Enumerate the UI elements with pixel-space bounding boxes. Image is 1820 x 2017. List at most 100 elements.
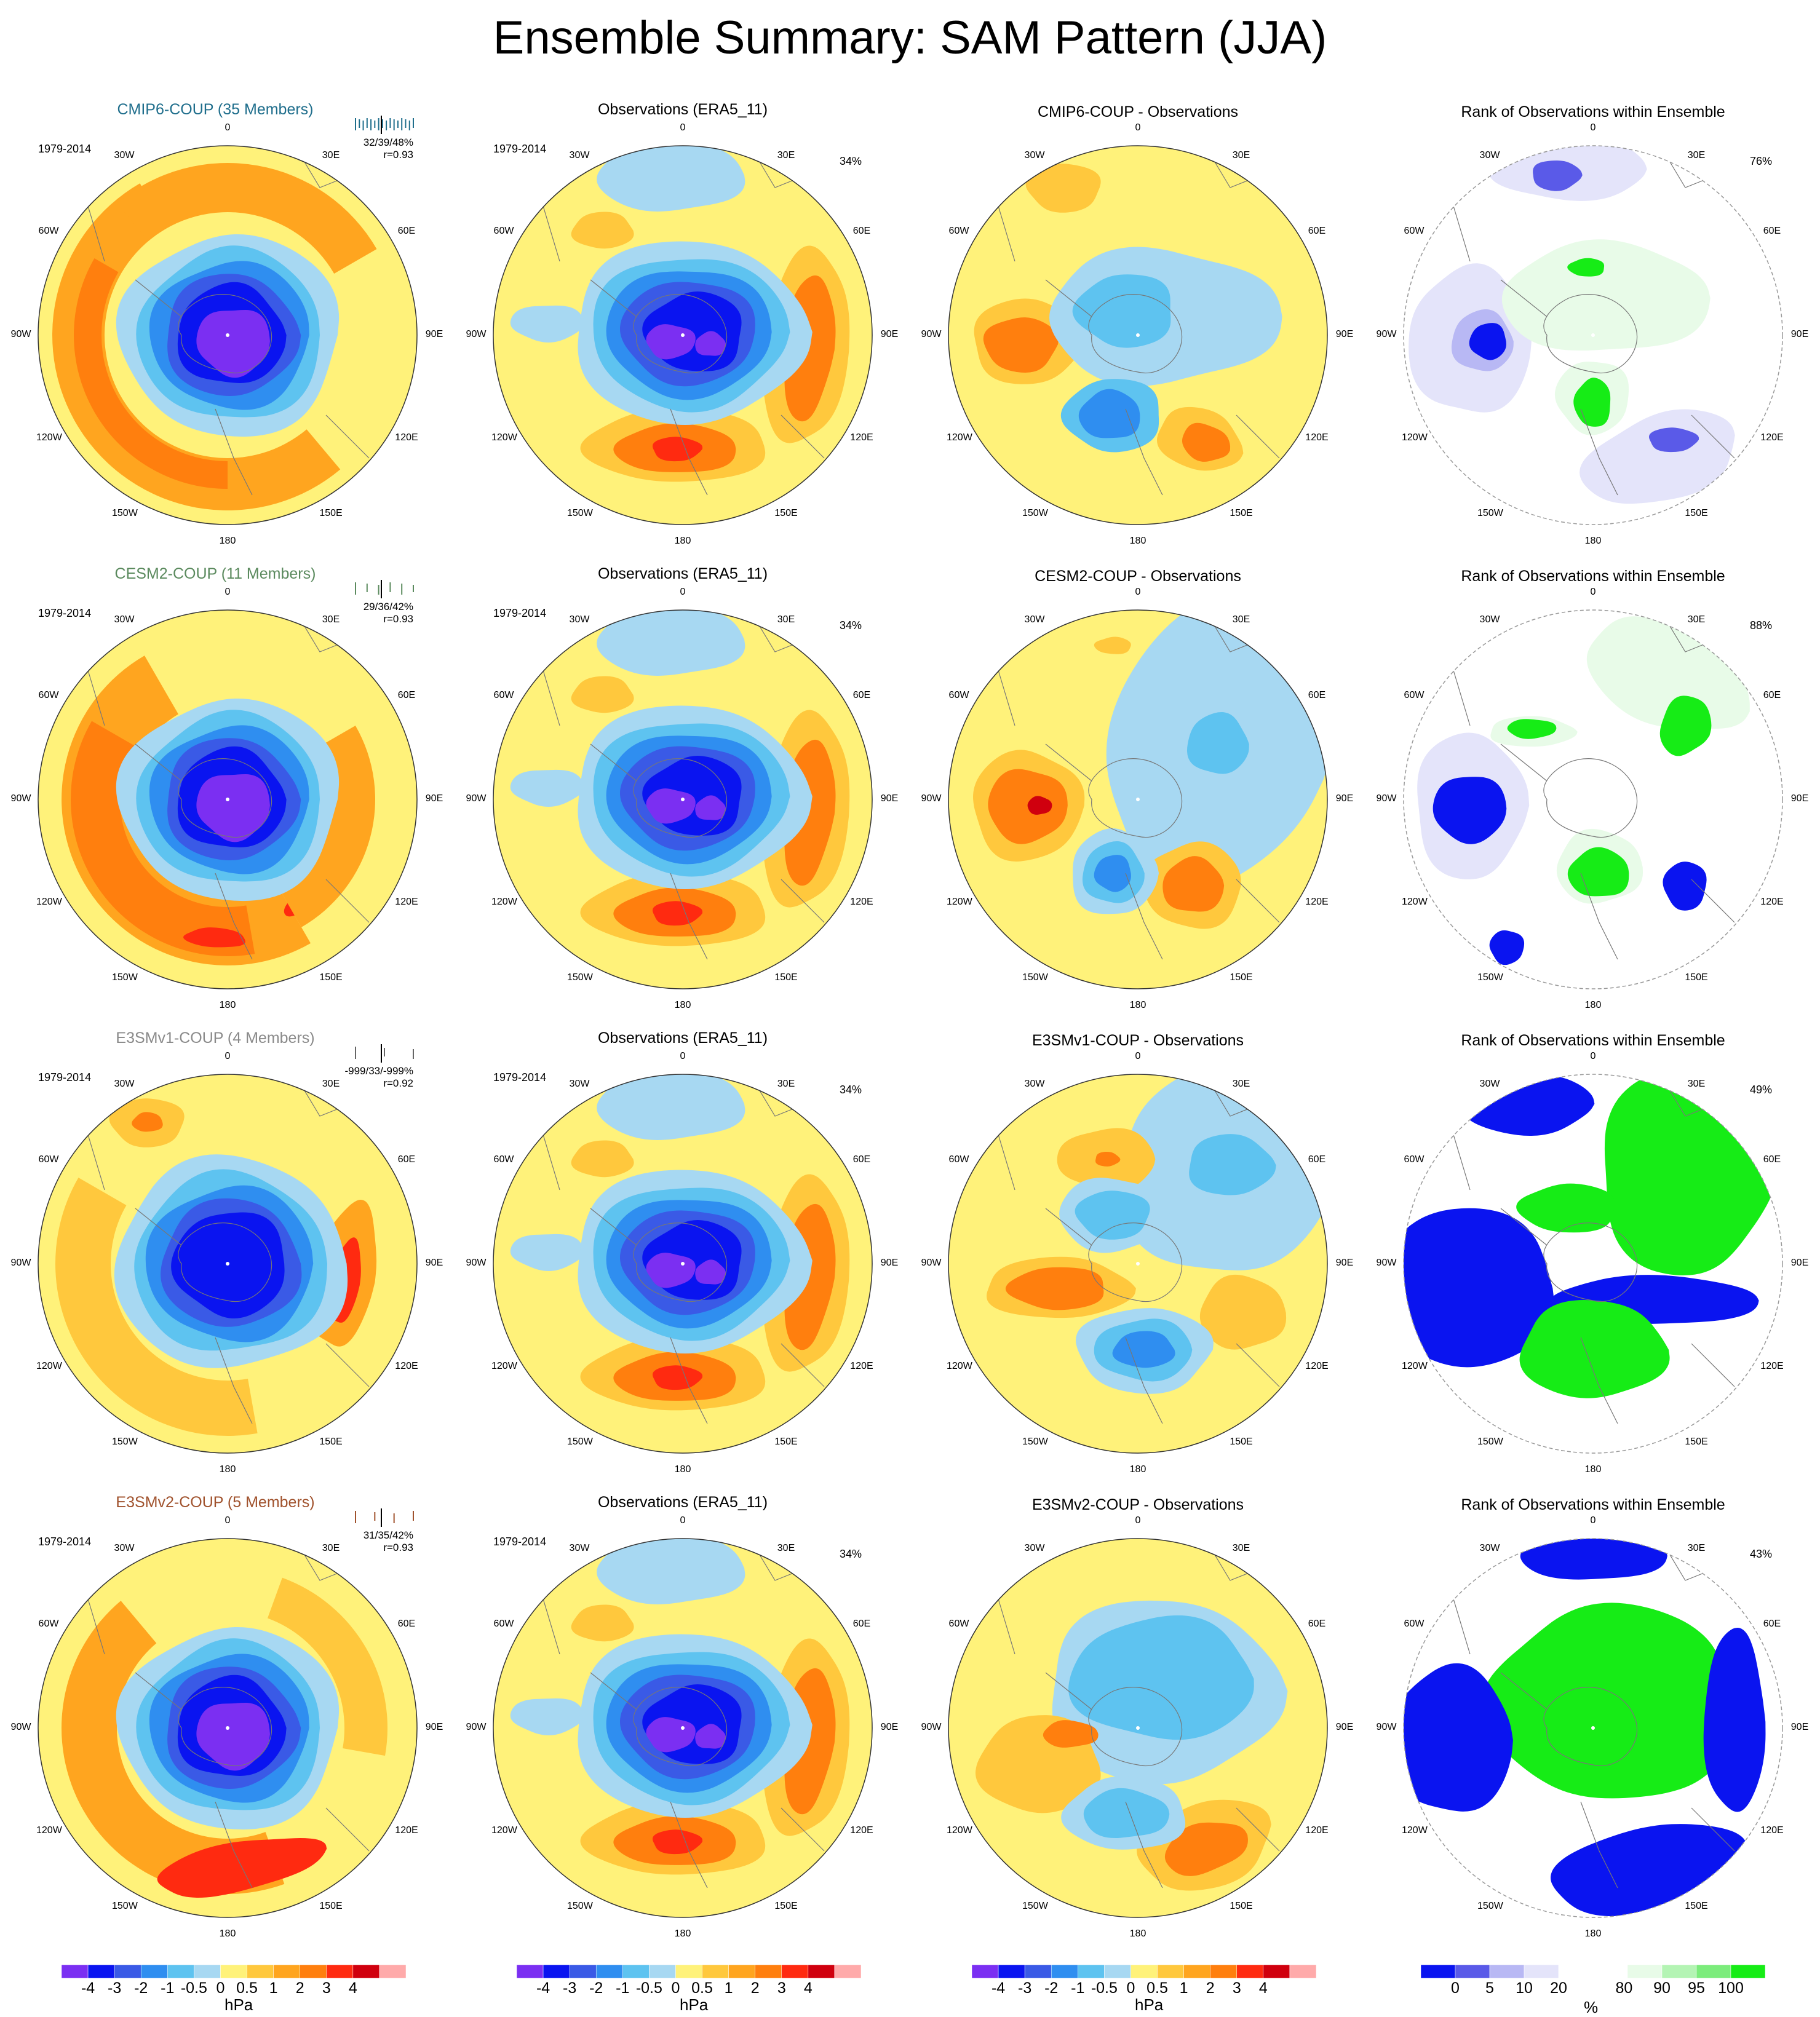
map-boundary bbox=[493, 145, 873, 525]
longitude-label: 30W bbox=[569, 614, 590, 625]
coastline bbox=[996, 1085, 1280, 1424]
colorbar-tick-label: -3 bbox=[1018, 1979, 1032, 1997]
pattern-stats: 31/35/42% r=0.93 bbox=[320, 1529, 413, 1554]
colorbar-swatch bbox=[1104, 1965, 1131, 1978]
variance-percent: 34% bbox=[840, 1084, 862, 1096]
pole-marker bbox=[226, 1726, 229, 1730]
member-tick-strip bbox=[355, 116, 414, 134]
coastline bbox=[1451, 1549, 1735, 1888]
longitude-label: 60E bbox=[852, 1154, 871, 1165]
longitude-label: 90E bbox=[880, 329, 899, 339]
longitude-label: 90E bbox=[880, 1258, 899, 1268]
pole-marker bbox=[1591, 1726, 1595, 1730]
pole-marker bbox=[226, 798, 229, 801]
longitude-label: 120W bbox=[491, 1361, 517, 1371]
member-tick-strip bbox=[355, 580, 414, 598]
member-tick-strip bbox=[355, 1044, 414, 1063]
colorbar-tick-label: 2 bbox=[295, 1979, 304, 1997]
colorbar-tick-label: -2 bbox=[1044, 1979, 1059, 1997]
negative-region bbox=[1112, 1331, 1175, 1368]
longitude-label: 150W bbox=[1022, 1436, 1048, 1447]
colorbar-tick-label: -0.5 bbox=[1091, 1979, 1118, 1997]
period-label: 1979-2014 bbox=[493, 607, 547, 619]
colorbar-tick-label: 4 bbox=[1258, 1979, 1268, 1997]
colorbar-tick-label: -3 bbox=[563, 1979, 577, 1997]
colorbar-swatch bbox=[542, 1965, 570, 1978]
longitude-label: 60W bbox=[1404, 690, 1425, 700]
negative-region bbox=[597, 610, 745, 676]
rank-map bbox=[1403, 1538, 1783, 1918]
rank-panel: 0 30E 60E 90E 120E 150E 180 150W 120W 90W 60W 30W Ra… bbox=[1365, 1491, 1820, 1956]
negative-region bbox=[1094, 855, 1131, 892]
colorbar-tick-label: -4 bbox=[991, 1979, 1006, 1997]
longitude-label: 120W bbox=[1402, 432, 1428, 443]
longitude-label: 60W bbox=[38, 690, 59, 700]
longitude-label: 0 bbox=[1590, 1051, 1596, 1061]
colorbar-tick-label: 20 bbox=[1550, 1979, 1567, 1997]
model-title: E3SMv1-COUP (4 Members) bbox=[116, 1029, 315, 1047]
diff-panel: 0 30E 60E 90E 120E 150E 180 150W 120W 90W 60W 30W E3… bbox=[910, 1027, 1365, 1491]
longitude-label: 120W bbox=[1402, 897, 1428, 907]
pole-marker bbox=[226, 333, 229, 337]
pole-marker bbox=[1136, 1726, 1140, 1730]
longitude-label: 30E bbox=[1232, 150, 1250, 160]
obs-map bbox=[493, 609, 873, 989]
negative-min bbox=[646, 1253, 696, 1288]
longitude-label: 120W bbox=[36, 897, 62, 907]
longitude-label: 150W bbox=[1022, 507, 1048, 518]
longitude-label: 30E bbox=[1232, 1543, 1250, 1553]
longitude-label: 90E bbox=[425, 1722, 443, 1732]
positive-region bbox=[1025, 164, 1101, 213]
longitude-label: 150W bbox=[567, 972, 593, 983]
longitude-label: 0 bbox=[680, 1051, 686, 1061]
longitude-label: 30W bbox=[1479, 1079, 1500, 1089]
stats-correlation: r=0.93 bbox=[383, 613, 413, 625]
longitude-label: 30E bbox=[1687, 1543, 1706, 1553]
rank-region bbox=[1404, 1663, 1513, 1812]
colorbar-swatch bbox=[1157, 1965, 1184, 1978]
map-boundary bbox=[948, 1538, 1328, 1918]
colorbar-obs: -4 -3 -2 -1 -0.5 0 0.5 1 2 3 4 hPa bbox=[517, 1965, 861, 2014]
colorbar-swatch bbox=[62, 1965, 89, 1978]
longitude-label: 30W bbox=[1479, 1543, 1500, 1553]
longitude-label: 180 bbox=[1584, 1000, 1602, 1010]
positive-region bbox=[571, 1604, 634, 1642]
longitude-label: 180 bbox=[1129, 1928, 1146, 1939]
colorbar-tick-label: 2 bbox=[750, 1979, 760, 1997]
obs-panel: 0 30E 60E 90E 120E 150E 180 150W 120W 90W 60W 30W Ob… bbox=[455, 563, 910, 1027]
longitude-label: 30W bbox=[114, 1079, 135, 1089]
longitude-label: 180 bbox=[1129, 536, 1146, 546]
colorbar-swatches bbox=[1421, 1965, 1765, 1978]
colorbar-swatch bbox=[1236, 1965, 1264, 1978]
colorbar-diff: -4 -3 -2 -1 -0.5 0 0.5 1 2 3 4 hPa bbox=[972, 1965, 1316, 2014]
colorbar-swatch bbox=[972, 1965, 999, 1978]
colorbar-tick-label: 0 bbox=[1451, 1979, 1460, 1997]
stats-percentiles: -999/33/-999% bbox=[344, 1065, 413, 1077]
colorbar-swatch bbox=[755, 1965, 782, 1978]
colorbar-swatch bbox=[728, 1965, 755, 1978]
colorbar-swatch bbox=[675, 1965, 702, 1978]
rank-map bbox=[1403, 609, 1783, 989]
negative-region bbox=[510, 1698, 584, 1735]
negative-region bbox=[1189, 1134, 1276, 1195]
variance-percent: 34% bbox=[840, 619, 862, 632]
longitude-label: 0 bbox=[225, 122, 231, 133]
stats-correlation: r=0.92 bbox=[383, 1077, 413, 1089]
obs-panel: 0 30E 60E 90E 120E 150E 180 150W 120W 90W 60W 30W Ob… bbox=[455, 98, 910, 563]
longitude-label: 150E bbox=[1685, 507, 1708, 518]
longitude-label: 150W bbox=[1477, 1900, 1503, 1911]
longitude-label: 180 bbox=[1129, 1000, 1146, 1010]
model-title: CESM2-COUP (11 Members) bbox=[114, 565, 316, 582]
longitude-label: 30E bbox=[1687, 614, 1706, 625]
positive-region bbox=[1162, 856, 1225, 912]
longitude-label: 120E bbox=[850, 897, 873, 907]
stats-correlation: r=0.93 bbox=[383, 1542, 413, 1553]
diff-title: E3SMv1-COUP - Observations bbox=[1031, 1032, 1244, 1049]
colorbar-swatch bbox=[1524, 1965, 1559, 1978]
longitude-label: 120E bbox=[850, 1825, 873, 1836]
rank-region bbox=[1659, 695, 1712, 756]
longitude-label: 30E bbox=[1232, 1079, 1250, 1089]
colorbar-swatch bbox=[326, 1965, 354, 1978]
colorbar-tick-label: 0 bbox=[216, 1979, 225, 1997]
negative-region bbox=[1072, 274, 1171, 348]
